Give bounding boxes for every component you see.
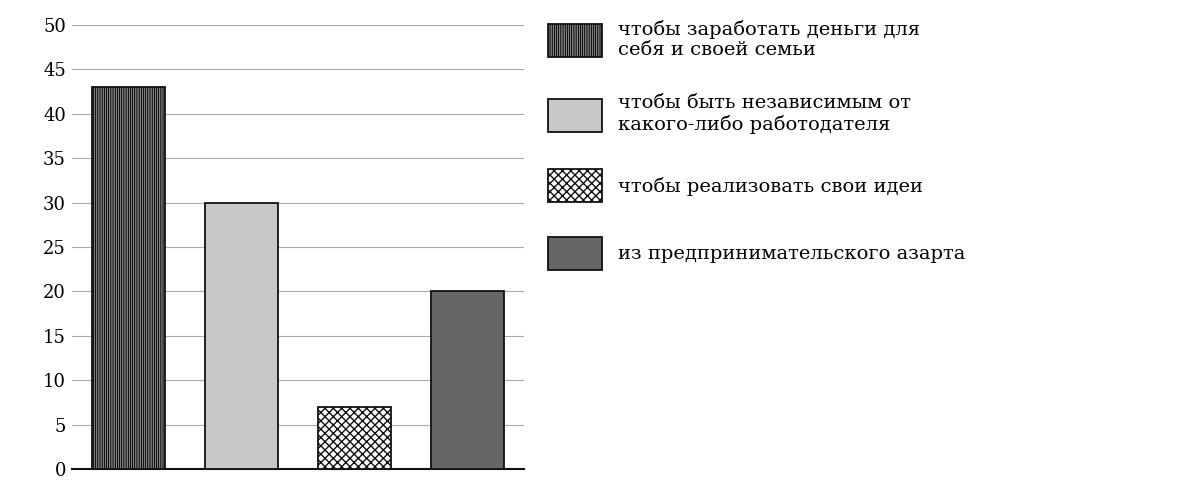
Bar bbox=[430, 291, 504, 469]
Bar bbox=[205, 203, 278, 469]
Bar bbox=[92, 87, 166, 469]
Bar bbox=[318, 407, 391, 469]
Legend: чтобы заработать деньги для
себя и своей семьи, чтобы быть независимым от
какого: чтобы заработать деньги для себя и своей… bbox=[547, 20, 966, 270]
